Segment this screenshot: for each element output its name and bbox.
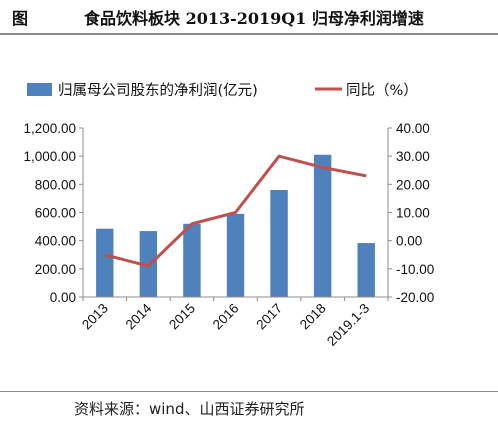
left-tick-label: 800.00 [35,177,76,192]
legend-swatch-bar [27,83,52,96]
left-tick-label: 200.00 [35,262,76,277]
right-tick-label: 10.00 [396,206,430,221]
bar [357,243,375,297]
right-tick-label: 20.00 [396,177,430,192]
left-tick-label: 400.00 [35,234,76,249]
legend: 归属母公司股东的净利润(亿元) 同比（%） [27,82,418,99]
x-tick-label: 2013 [79,301,111,333]
x-tick-label: 2016 [210,301,242,333]
bars [96,154,375,297]
x-tick-label: 2014 [123,300,155,332]
chart: 归属母公司股东的净利润(亿元) 同比（%） 0.00 200.00 400.00 600… [23,82,434,349]
bottom-rule [0,391,498,392]
bar [96,228,114,297]
bar [270,189,288,297]
legend-label-line: 同比（%） [346,82,418,99]
right-tick-label: 40.00 [396,121,430,136]
bar [226,213,245,297]
bar [183,223,201,297]
right-tick-label: -20.00 [396,290,434,305]
top-rule [0,33,498,35]
right-axis: -20.00 -10.00 0.00 10.00 20.00 30.00 40.00 [387,121,434,305]
left-axis: 0.00 200.00 400.00 600.00 800.00 1,000.00 1,20… [23,121,84,305]
left-tick-label: 1,200.00 [23,121,76,136]
source-note: 资料来源：wind、山西证券研究所 [74,400,305,418]
growth-line [104,154,367,268]
x-tick-label: 2019.1-3 [324,301,372,349]
line-series [104,154,367,268]
figure-header: 图 食品饮料板块 2013-2019Q1 归母净利润增速 [0,0,498,30]
x-tick-label: 2017 [253,301,285,333]
legend-label-bar: 归属母公司股东的净利润(亿元) [58,82,258,99]
left-tick-label: 1,000.00 [23,149,76,164]
right-tick-label: -10.00 [396,262,434,277]
figure-title: 食品饮料板块 2013-2019Q1 归母净利润增速 [84,9,424,28]
figure-label: 图 [12,9,29,28]
bar [313,154,332,297]
right-tick-label: 0.00 [396,234,422,249]
right-tick-label: 30.00 [396,149,430,164]
left-tick-label: 0.00 [50,290,76,305]
x-tick-label: 2018 [297,301,329,333]
left-tick-label: 600.00 [35,206,76,221]
x-tick-label: 2015 [166,301,198,333]
